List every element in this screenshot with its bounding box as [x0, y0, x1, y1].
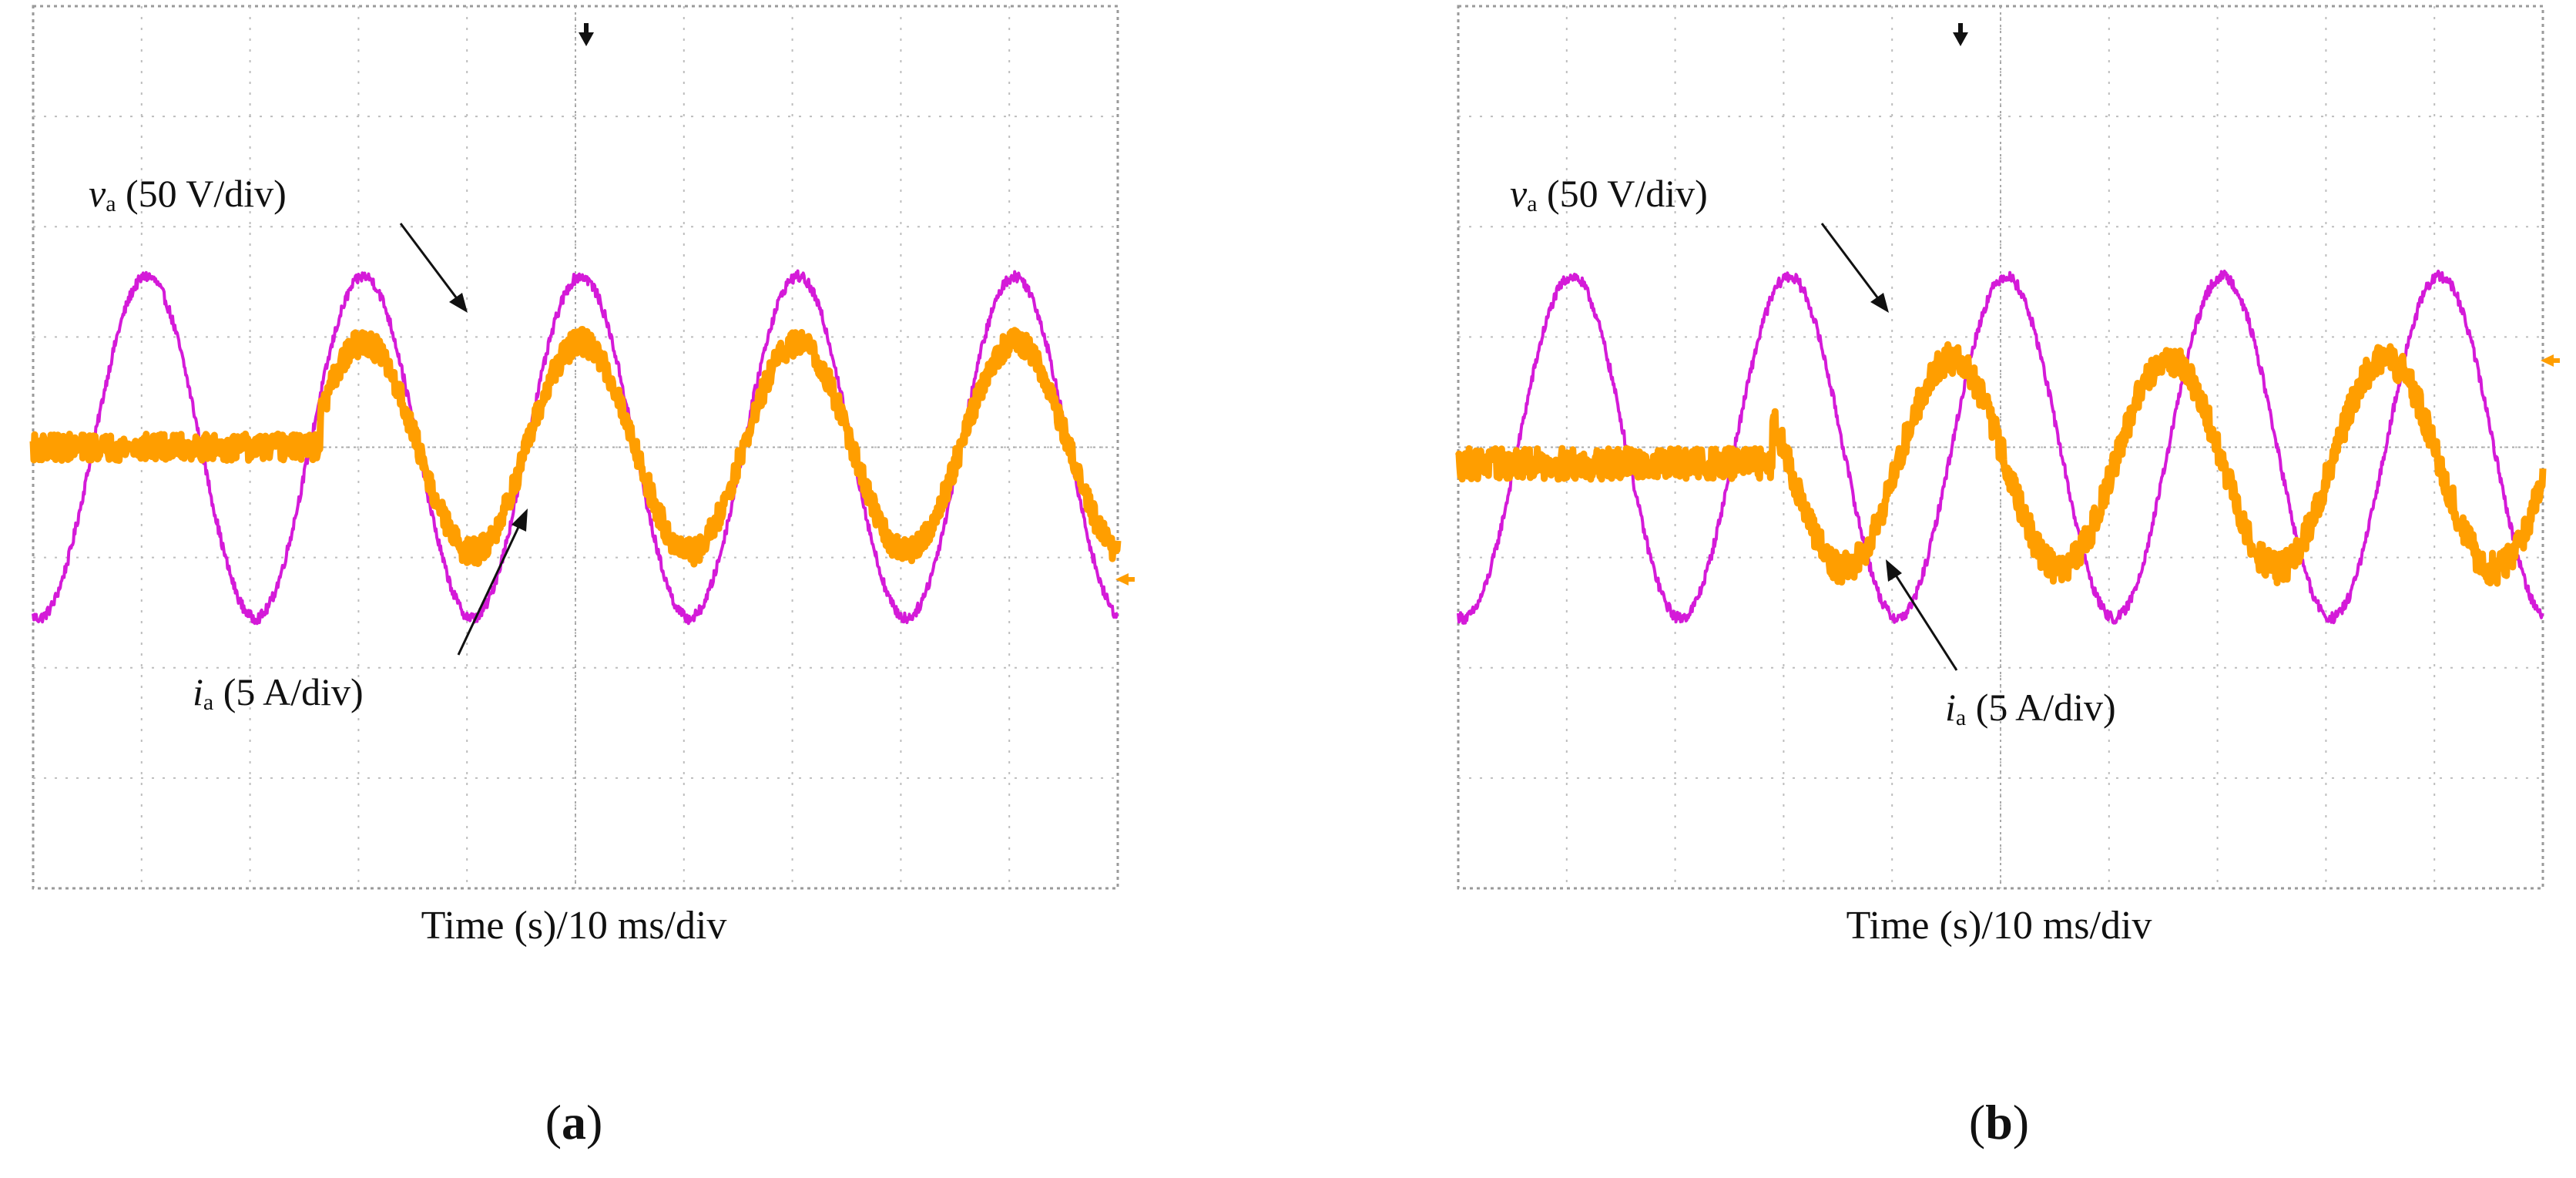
current-arrow [457, 508, 528, 656]
oscilloscope-plot-a: va (50 V/div) ia (5 A/div) [29, 5, 1135, 890]
current-trace [1454, 341, 2547, 587]
voltage-label: va (50 V/div) [1510, 172, 1708, 216]
level-marker-icon [1115, 573, 1135, 586]
traces [29, 269, 1122, 626]
voltage-label: va (50 V/div) [89, 172, 287, 216]
current-trace [29, 326, 1122, 568]
x-axis-label: Time (s)/10 ms/div [1846, 904, 2152, 948]
figure-panel-b: va (50 V/div) ia (5 A/div) Time (s)/10 m… [1452, 0, 2576, 1149]
level-marker-icon [2541, 354, 2560, 367]
voltage-arrow [1820, 223, 1889, 313]
traces [1454, 270, 2547, 625]
trigger-marker-icon [1953, 23, 1968, 46]
voltage-arrow [399, 223, 468, 313]
current-label: ia (5 A/div) [1945, 686, 2116, 730]
figure-panel-a: va (50 V/div) ia (5 A/div) Time (s)/10 m… [27, 0, 1167, 1149]
x-axis-label: Time (s)/10 ms/div [421, 904, 727, 948]
panel-caption: (a) [545, 1095, 603, 1149]
current-arrow [1886, 559, 1958, 671]
oscilloscope-plot-b: va (50 V/div) ia (5 A/div) [1454, 5, 2560, 890]
trigger-marker-icon [579, 23, 594, 46]
voltage-trace [32, 269, 1119, 626]
current-label: ia (5 A/div) [193, 670, 364, 715]
panel-caption: (b) [1968, 1095, 2030, 1149]
voltage-trace [1457, 270, 2544, 625]
